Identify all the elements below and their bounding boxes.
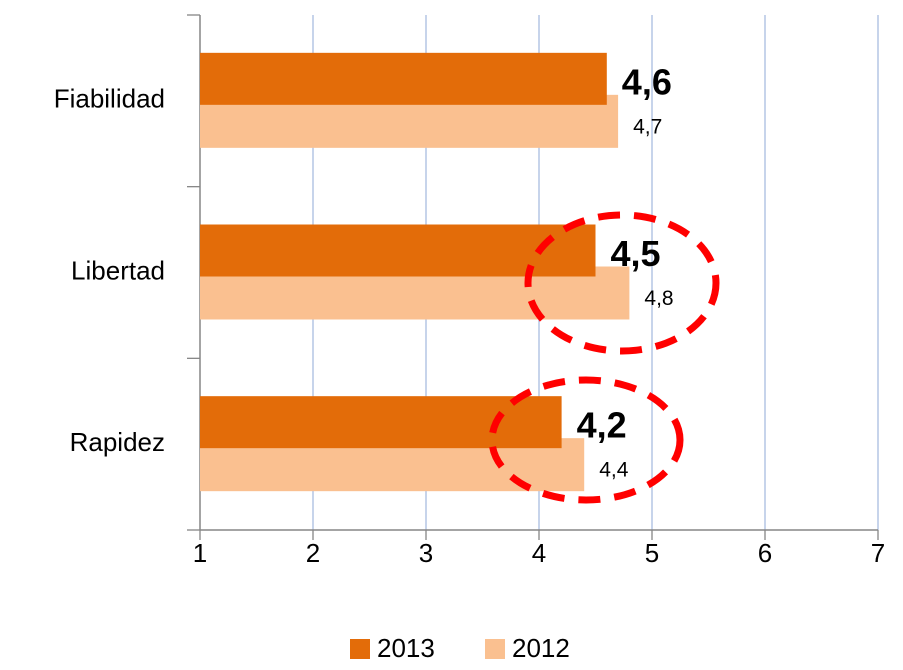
x-tick-label: 1 [193,538,207,568]
data-label: 4,2 [577,405,627,446]
bar [200,396,562,449]
x-tick-label: 2 [306,538,320,568]
category-label: Fiabilidad [54,84,165,114]
highlight-ellipse [524,211,720,355]
plot: 1 2 3 4 5 6 7 Fiabilidad 4,6 4,7 Libertad 4,5 4,8 Rap… [54,14,885,663]
x-tick-label: 7 [871,538,885,568]
data-label: 4,4 [599,459,629,482]
x-tick-label: 5 [645,538,659,568]
data-label: 4,5 [611,233,661,274]
category-label: Libertad [71,255,165,285]
legend-label: 2013 [377,633,435,663]
bar [200,52,607,105]
legend-swatch [350,639,370,659]
x-tick-label: 4 [532,538,546,568]
legend-swatch [485,639,505,659]
legend-label: 2012 [512,633,570,663]
data-label: 4,7 [633,115,662,138]
highlight-ellipse [488,376,684,504]
x-tick-label: 3 [419,538,433,568]
data-label: 4,6 [622,61,672,102]
x-tick-label: 6 [758,538,772,568]
data-label: 4,8 [644,287,673,310]
category-label: Rapidez [70,427,165,457]
